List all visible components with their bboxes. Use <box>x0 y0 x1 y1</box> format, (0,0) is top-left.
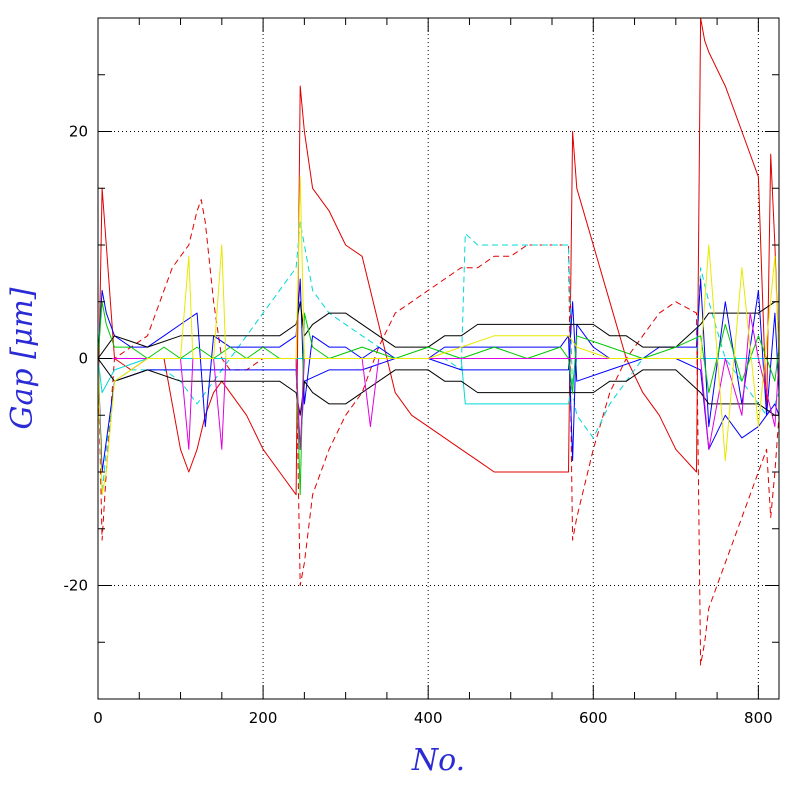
x-axis-title: No. <box>411 743 465 778</box>
x-tick-label: 800 <box>744 709 773 727</box>
series-line-black-7 <box>98 358 779 416</box>
series-line-green-8 <box>98 301 779 496</box>
x-tick-label: 200 <box>249 709 278 727</box>
y-axis-title: Gap [μm] <box>5 287 40 429</box>
y-tick-label: 0 <box>78 350 88 368</box>
x-tick-label: 600 <box>579 709 608 727</box>
series-line-black-6 <box>98 301 779 359</box>
x-tick-label: 400 <box>414 709 443 727</box>
series-lines <box>98 18 779 666</box>
y-tick-label: 20 <box>69 123 88 141</box>
series-line-red-0 <box>98 18 779 496</box>
x-tick-label: 0 <box>93 709 103 727</box>
y-tick-label: -20 <box>64 577 89 595</box>
series-line-blue-5 <box>98 301 779 473</box>
series-line-yellow-10 <box>98 176 779 496</box>
series-line-red-1 <box>98 199 779 666</box>
axis-ticks: 0 200 400 600 800 -20 0 20 <box>64 17 779 727</box>
